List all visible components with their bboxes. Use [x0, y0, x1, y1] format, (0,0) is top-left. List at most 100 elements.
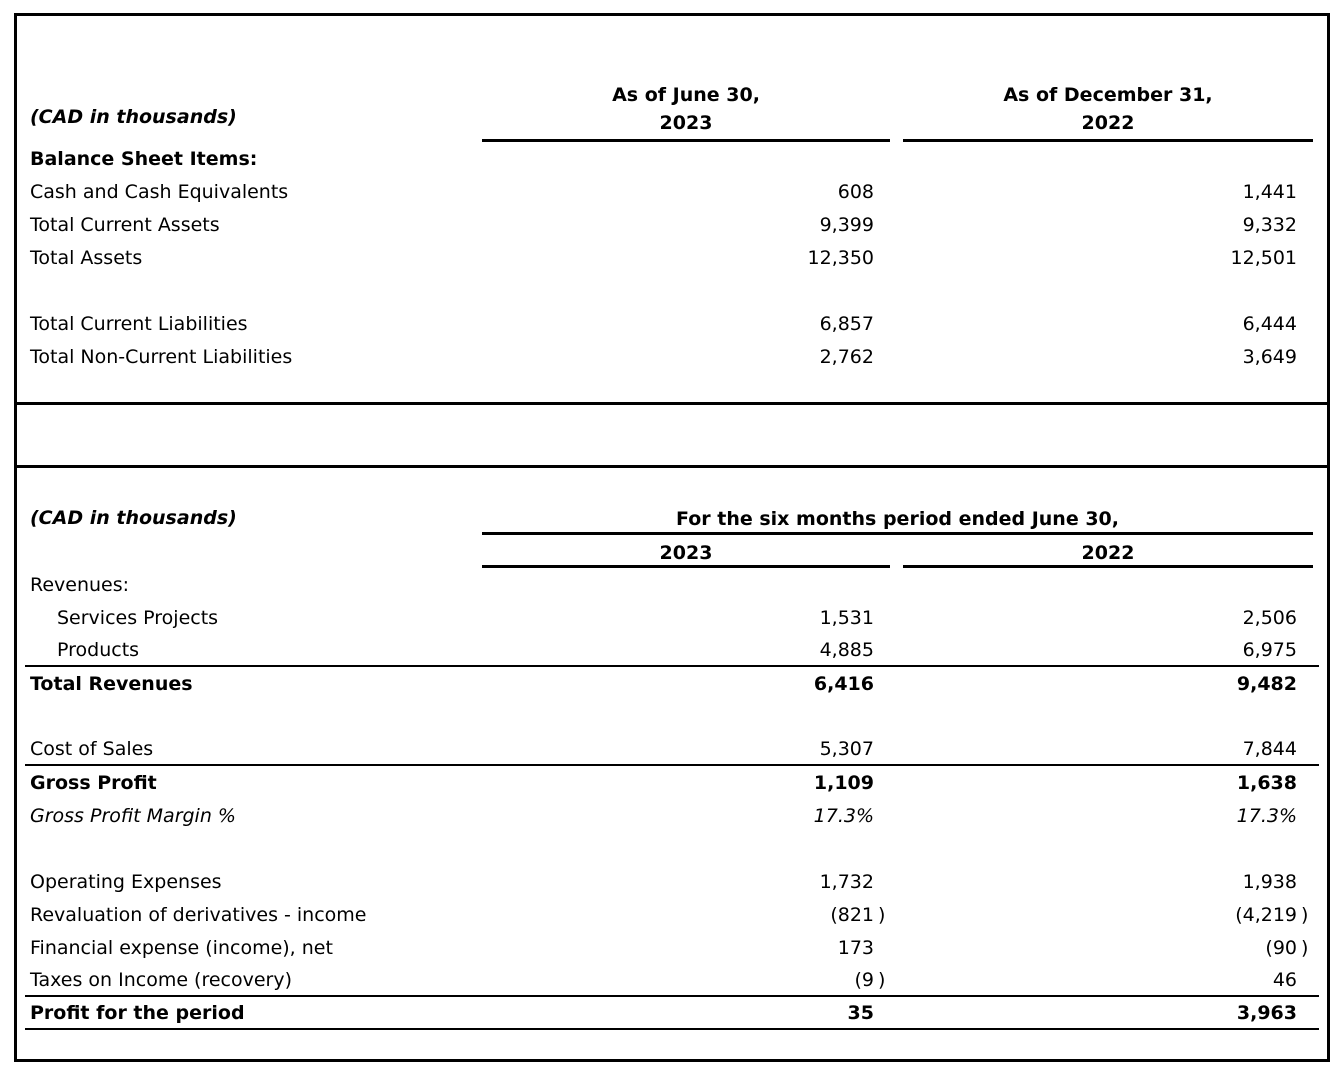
value-cell-2023: 12,350 — [482, 247, 890, 269]
value-2022: 3,649 — [1242, 345, 1297, 368]
value-cell-2023: 173 — [482, 937, 890, 959]
table-row: Total Current Assets 9,399 9,332 — [25, 208, 1319, 241]
value-2022: (4,219 — [1235, 903, 1297, 926]
value-cell-2022: 3,963 — [903, 1002, 1313, 1024]
value-2023: 6,416 — [813, 672, 874, 695]
value-cell-2022: 6,975 — [903, 639, 1313, 661]
value-cell-2023: 4,885 — [482, 639, 890, 661]
row-label: Revenues: — [30, 573, 130, 596]
value-2022: 9,482 — [1236, 672, 1297, 695]
table-row: Operating Expenses 1,732 1,938 — [25, 865, 1319, 898]
row-label: Profit for the period — [30, 1001, 245, 1024]
row-label: Operating Expenses — [30, 870, 222, 893]
value-cell-2023: 608 — [482, 181, 890, 203]
value-2023: 1,531 — [819, 606, 874, 629]
value-cell-2023: (9) — [482, 969, 890, 991]
spacer-row — [25, 700, 1319, 733]
column-header-december-2022: As of December 31, 2022 — [903, 81, 1313, 142]
row-label: Taxes on Income (recovery) — [30, 968, 293, 991]
section-divider-band — [17, 402, 1327, 468]
value-2022: 9,332 — [1242, 213, 1297, 236]
value-cell-2022: 1,938 — [903, 871, 1313, 893]
value-cell-2023: 35 — [482, 1002, 890, 1024]
paren: ) — [878, 968, 886, 991]
value-2023: (9 — [854, 968, 874, 991]
income-statement-unit-label: (CAD in thousands) — [30, 507, 237, 529]
table-row-gross-profit: Gross Profit 1,109 1,638 — [25, 766, 1319, 799]
value-2023: 608 — [837, 180, 874, 203]
value-2022: 46 — [1272, 968, 1297, 991]
period-header: For the six months period ended June 30, — [482, 508, 1313, 535]
value-2023: 1,109 — [813, 771, 874, 794]
value-2022: 1,441 — [1242, 180, 1297, 203]
value-cell-2022: 1,638 — [903, 772, 1313, 794]
row-label: Total Assets — [30, 246, 143, 269]
row-label: Total Current Assets — [30, 213, 220, 236]
value-2023: 12,350 — [807, 246, 874, 269]
value-cell-2022: 9,482 — [903, 673, 1313, 695]
value-cell-2023: 1,531 — [482, 607, 890, 629]
value-2023: 2,762 — [819, 345, 874, 368]
row-label: Services Projects — [57, 606, 219, 629]
value-2023: 4,885 — [819, 638, 874, 661]
value-cell-2022: 1,441 — [903, 181, 1313, 203]
paren: ) — [878, 903, 886, 926]
table-row-total-revenues: Total Revenues 6,416 9,482 — [25, 667, 1319, 700]
section-title-row: Balance Sheet Items: — [25, 142, 1319, 175]
value-2022: 7,844 — [1242, 737, 1297, 760]
income-statement-section: (CAD in thousands) For the six months pe… — [17, 468, 1327, 1030]
column-header-june-2023: As of June 30, 2023 — [482, 81, 890, 142]
row-label: Cost of Sales — [30, 737, 154, 760]
value-cell-2023: 6,857 — [482, 313, 890, 335]
value-cell-2022: 9,332 — [903, 214, 1313, 236]
value-cell-2023: (821) — [482, 904, 890, 926]
table-row-profit-for-period: Profit for the period 35 3,963 — [25, 997, 1319, 1030]
value-2023: 35 — [847, 1001, 874, 1024]
table-row: Total Current Liabilities 6,857 6,444 — [25, 307, 1319, 340]
value-2022: 3,963 — [1236, 1001, 1297, 1024]
value-2022: 6,444 — [1242, 312, 1297, 335]
value-2023: 173 — [837, 936, 874, 959]
value-cell-2022: 7,844 — [903, 738, 1313, 760]
row-label: Total Revenues — [30, 672, 193, 695]
table-row: Revaluation of derivatives - income (821… — [25, 898, 1319, 931]
value-2023: 17.3% — [813, 804, 874, 827]
value-cell-2023: 9,399 — [482, 214, 890, 236]
row-label: Gross Profit — [30, 771, 157, 794]
paren: ) — [1301, 936, 1309, 959]
value-2022: 17.3% — [1236, 804, 1297, 827]
table-row: Taxes on Income (recovery) (9) 46 — [25, 964, 1319, 997]
value-2023: (821 — [830, 903, 874, 926]
table-row: Total Assets 12,350 12,501 — [25, 241, 1319, 274]
row-label: Total Current Liabilities — [30, 312, 248, 335]
paren: ) — [1301, 903, 1309, 926]
value-cell-2023: 2,762 — [482, 346, 890, 368]
value-cell-2022: (90) — [903, 937, 1313, 959]
row-label: Products — [57, 638, 140, 661]
column-header-line2: 2023 — [659, 112, 713, 134]
value-2022: 1,638 — [1236, 771, 1297, 794]
row-label: Cash and Cash Equivalents — [30, 180, 289, 203]
value-cell-2022: 6,444 — [903, 313, 1313, 335]
value-2023: 1,732 — [819, 870, 874, 893]
value-cell-2023: 1,732 — [482, 871, 890, 893]
income-statement-header: (CAD in thousands) For the six months pe… — [25, 468, 1319, 535]
spacer-row — [25, 832, 1319, 865]
value-2023: 9,399 — [819, 213, 874, 236]
row-label: Total Non-Current Liabilities — [30, 345, 293, 368]
value-cell-2022: (4,219) — [903, 904, 1313, 926]
balance-sheet-section: (CAD in thousands) As of June 30, 2023 A… — [17, 16, 1327, 402]
statement-outer-box: (CAD in thousands) As of June 30, 2023 A… — [14, 13, 1330, 1062]
value-2022: 12,501 — [1230, 246, 1297, 269]
balance-sheet-header: (CAD in thousands) As of June 30, 2023 A… — [25, 16, 1319, 142]
row-label: Revaluation of derivatives - income — [30, 903, 367, 926]
value-2022: (90 — [1265, 936, 1297, 959]
spacer-row — [25, 274, 1319, 307]
column-header-line2: 2022 — [1081, 112, 1135, 134]
balance-sheet-unit-label: (CAD in thousands) — [30, 106, 237, 128]
row-label: Gross Profit Margin % — [30, 804, 236, 827]
year-header-2023: 2023 — [482, 542, 890, 568]
table-row: Financial expense (income), net 173 (90) — [25, 931, 1319, 964]
value-cell-2022: 3,649 — [903, 346, 1313, 368]
value-cell-2022: 12,501 — [903, 247, 1313, 269]
